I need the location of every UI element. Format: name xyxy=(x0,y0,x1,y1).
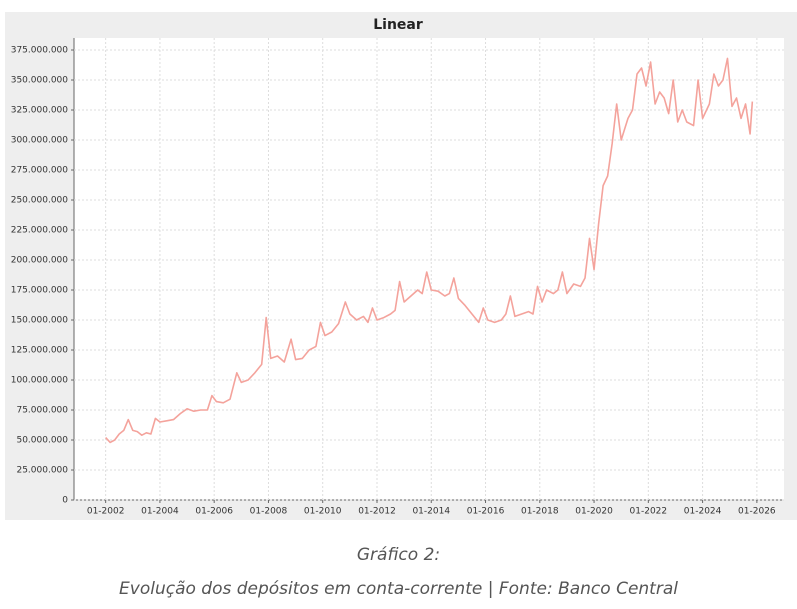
y-tick-label: 0 xyxy=(62,496,68,506)
y-tick-label: 50.000.000 xyxy=(16,436,68,446)
y-tick-label: 125.000.000 xyxy=(11,346,69,356)
x-tick-label: 01-2022 xyxy=(630,507,668,517)
y-tick-label: 75.000.000 xyxy=(16,406,68,416)
x-tick-label: 01-2014 xyxy=(412,507,450,517)
y-tick-label: 375.000.000 xyxy=(11,46,69,56)
y-tick-label: 175.000.000 xyxy=(11,286,69,296)
x-tick-label: 01-2020 xyxy=(575,507,613,517)
data-line xyxy=(105,57,754,444)
chart-title: Linear xyxy=(373,17,423,33)
y-tick-label: 300.000.000 xyxy=(11,136,69,146)
chart: Linear 0 25.000.000 50.000.000 75.000.000 10… xyxy=(5,12,797,520)
x-tick-label: 01-2018 xyxy=(521,507,559,517)
caption-label: Gráfico 2: xyxy=(356,545,441,565)
x-tick-label: 01-2010 xyxy=(304,507,342,517)
x-tick-label: 01-2008 xyxy=(250,507,288,517)
x-tick-label: 01-2024 xyxy=(684,507,722,517)
x-tick-label: 01-2004 xyxy=(141,507,179,517)
y-tick-label: 150.000.000 xyxy=(11,316,69,326)
y-tick-label: 350.000.000 xyxy=(11,76,69,86)
y-tick-label: 250.000.000 xyxy=(11,196,69,206)
y-tick-label: 275.000.000 xyxy=(11,166,69,176)
x-tick-label: 01-2016 xyxy=(467,507,505,517)
x-tick-label: 01-2002 xyxy=(87,507,125,517)
x-tick-label: 01-2026 xyxy=(738,507,776,517)
x-tick-label: 01-2006 xyxy=(195,507,233,517)
caption-text: Evolução dos depósitos em conta-corrente… xyxy=(119,579,678,599)
y-tick-label: 225.000.000 xyxy=(11,226,69,236)
y-tick-label: 200.000.000 xyxy=(11,256,69,266)
x-tick-label: 01-2012 xyxy=(358,507,396,517)
y-tick-label: 100.000.000 xyxy=(11,376,69,386)
y-tick-label: 25.000.000 xyxy=(16,466,68,476)
plot-area xyxy=(74,38,784,500)
y-tick-label: 325.000.000 xyxy=(11,106,69,116)
